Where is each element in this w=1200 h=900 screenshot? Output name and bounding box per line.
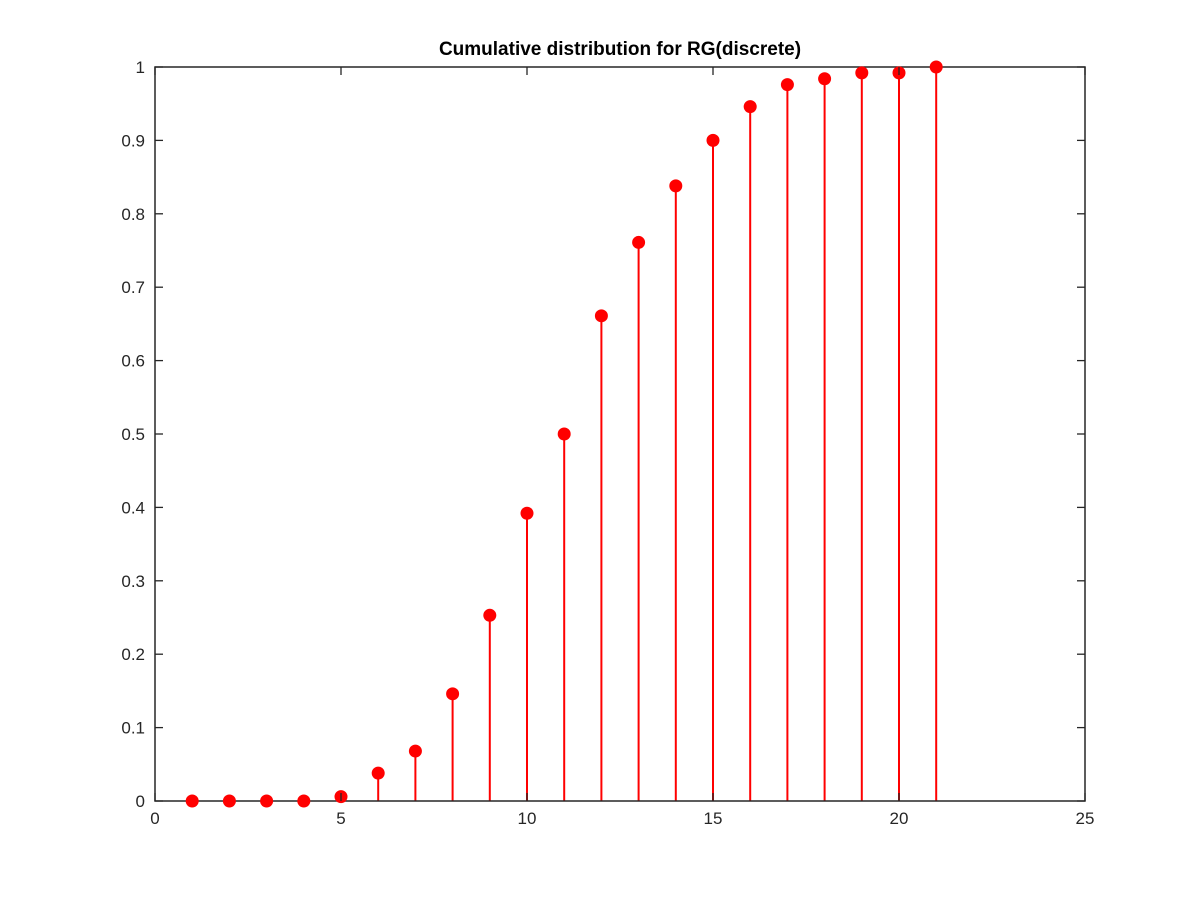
- stem-marker: [743, 100, 757, 114]
- x-tick-label: 25: [1076, 809, 1095, 828]
- stem-marker: [818, 72, 832, 86]
- y-tick-label: 0.2: [121, 645, 145, 664]
- stem-marker: [520, 506, 534, 520]
- plot-area: [155, 67, 1085, 801]
- stem-marker: [632, 235, 646, 249]
- chart-title: Cumulative distribution for RG(discrete): [439, 39, 801, 60]
- x-tick-label: 20: [890, 809, 909, 828]
- y-tick-label: 0.9: [121, 131, 145, 150]
- stem-marker: [483, 608, 497, 622]
- y-tick-label: 0.5: [121, 425, 145, 444]
- x-tick-label: 10: [518, 809, 537, 828]
- y-tick-label: 0.8: [121, 205, 145, 224]
- stem-lines: [340, 67, 938, 801]
- y-tick-label: 0.6: [121, 352, 145, 371]
- stem-marker: [929, 60, 943, 74]
- stem-marker: [594, 309, 608, 323]
- stem-marker: [408, 744, 422, 758]
- y-tick-label: 0: [136, 792, 145, 811]
- stem-marker: [185, 794, 199, 808]
- x-tick-label: 0: [150, 809, 159, 828]
- y-axis-ticks: 0 0.1 0.2 0.3 0.4 0.5 0.6 0.7 0.8 0.9 1: [121, 58, 1085, 811]
- y-tick-label: 0.7: [121, 278, 145, 297]
- x-tick-label: 5: [336, 809, 345, 828]
- y-tick-label: 0.4: [121, 498, 145, 517]
- y-tick-label: 0.3: [121, 572, 145, 591]
- x-tick-label: 15: [704, 809, 723, 828]
- stem-marker: [260, 794, 274, 808]
- y-tick-label: 0.1: [121, 719, 145, 738]
- stem-marker: [557, 427, 571, 441]
- stem-marker: [297, 794, 311, 808]
- stem-marker: [706, 133, 720, 147]
- stem-marker: [780, 78, 794, 92]
- stem-marker: [669, 179, 683, 193]
- stem-marker: [371, 766, 385, 780]
- x-axis-ticks: 0 5 10 15 20 25: [150, 67, 1094, 828]
- stem-marker: [855, 66, 869, 80]
- y-tick-label: 1: [136, 58, 145, 77]
- stem-marker: [222, 794, 236, 808]
- stem-marker: [446, 687, 460, 701]
- stem-markers: [185, 60, 943, 808]
